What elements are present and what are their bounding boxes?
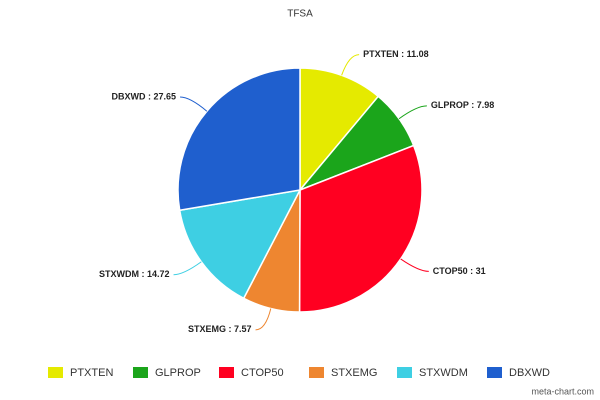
legend-label: GLPROP [155,367,201,379]
chart-title: TFSA [287,9,313,20]
legend-label: STXWDM [419,367,468,379]
data-label: GLPROP : 7.98 [431,100,494,110]
legend-label: CTOP50 [241,367,284,379]
leader-line [400,258,429,272]
legend-label: STXEMG [331,367,377,379]
leader-line [341,54,360,76]
legend-swatch [133,367,148,378]
legend-swatch [48,367,63,378]
data-label: DBXWD : 27.65 [112,91,177,101]
legend-swatch [397,367,412,378]
legend-swatch [487,367,502,378]
legend-label: PTXTEN [70,367,113,379]
leader-line [255,308,272,331]
leader-line [173,261,202,276]
data-label: CTOP50 : 31 [433,266,486,276]
legend-swatch [309,367,324,378]
leader-line [398,105,427,120]
legend-label: DBXWD [509,367,550,379]
data-label: PTXTEN : 11.08 [363,49,429,59]
credit: meta-chart.com [531,386,594,396]
leader-line [180,96,208,112]
legend-swatch [219,367,234,378]
pie-slice [298,144,423,313]
pie-slice [178,189,302,300]
data-label: STXEMG : 7.57 [188,324,252,334]
pie-slice [299,67,380,193]
data-label: STXWDM : 14.72 [99,269,170,279]
